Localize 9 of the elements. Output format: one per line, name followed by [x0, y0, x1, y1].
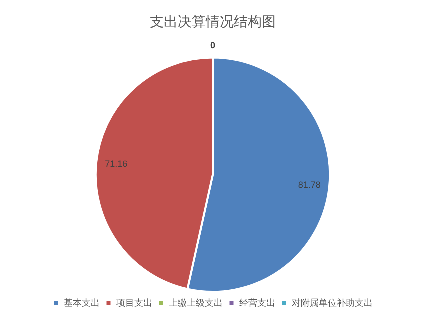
legend-label: 上缴上级支出: [168, 298, 223, 308]
data-label: 81.78: [298, 180, 321, 190]
legend-label: 项目支出: [116, 298, 152, 308]
legend-label: 对附属单位补助支出: [292, 298, 373, 308]
text: 0: [210, 40, 216, 50]
chart-title: 支出决算情况结构图: [150, 13, 276, 30]
legend-label: 基本支出: [64, 298, 100, 308]
data-label: 71.16: [105, 158, 128, 169]
legend-label: 经营支出: [239, 298, 276, 308]
